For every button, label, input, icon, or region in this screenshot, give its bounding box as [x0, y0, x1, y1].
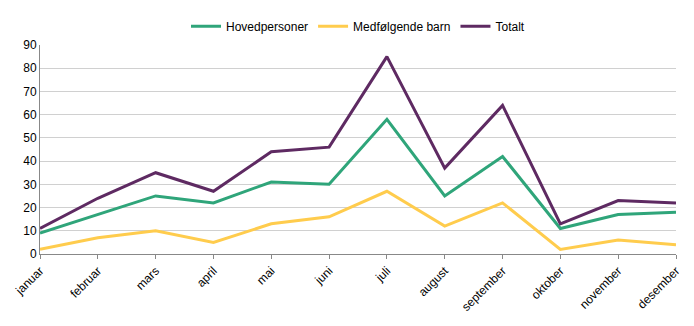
svg-text:mars: mars — [133, 264, 162, 293]
svg-text:90: 90 — [23, 38, 37, 52]
svg-text:mai: mai — [254, 264, 278, 288]
svg-text:70: 70 — [23, 85, 37, 99]
svg-text:80: 80 — [23, 61, 37, 75]
svg-text:desember: desember — [635, 264, 683, 312]
svg-text:40: 40 — [23, 154, 37, 168]
svg-text:Totalt: Totalt — [495, 20, 524, 34]
svg-text:Medfølgende barn: Medfølgende barn — [353, 20, 450, 34]
svg-text:februar: februar — [67, 264, 104, 301]
svg-text:10: 10 — [23, 224, 37, 238]
svg-text:60: 60 — [23, 108, 37, 122]
svg-text:0: 0 — [30, 247, 37, 261]
svg-text:Hovedpersoner: Hovedpersoner — [226, 20, 308, 34]
svg-text:november: november — [577, 264, 625, 312]
svg-text:50: 50 — [23, 131, 37, 145]
svg-text:august: august — [416, 263, 452, 299]
svg-text:april: april — [194, 264, 220, 290]
svg-text:januar: januar — [12, 264, 46, 298]
svg-text:30: 30 — [23, 178, 37, 192]
svg-text:juli: juli — [372, 264, 393, 285]
svg-text:20: 20 — [23, 201, 37, 215]
svg-text:oktober: oktober — [529, 264, 567, 302]
svg-text:september: september — [459, 264, 509, 314]
svg-text:juni: juni — [312, 264, 336, 288]
